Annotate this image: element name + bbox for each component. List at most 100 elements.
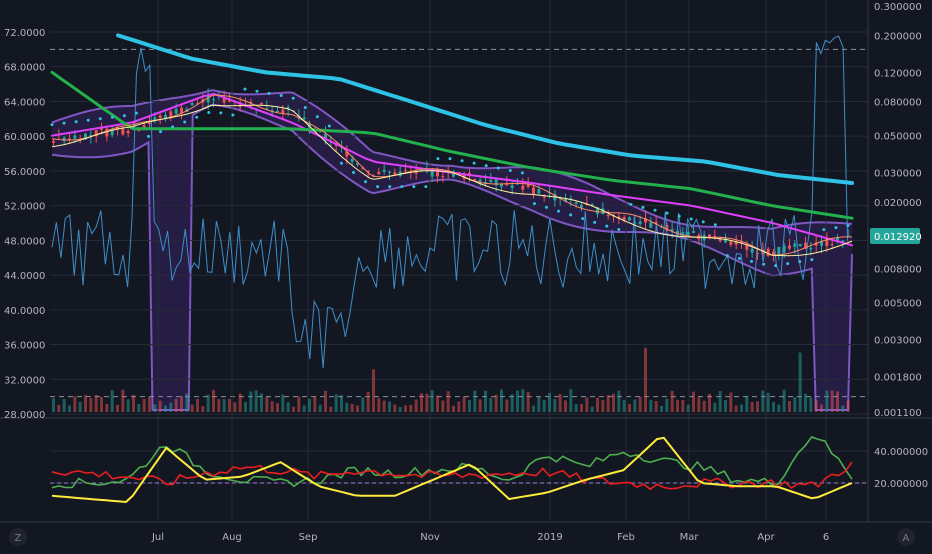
candle-body bbox=[350, 158, 354, 162]
candle-body bbox=[756, 253, 759, 255]
candle-body bbox=[164, 114, 167, 119]
volume-bar bbox=[596, 397, 599, 412]
volume-bar bbox=[569, 389, 573, 412]
volume-bar bbox=[740, 404, 743, 412]
volume-bar bbox=[638, 396, 642, 412]
volume-bar bbox=[132, 394, 135, 412]
volume-bar bbox=[601, 399, 605, 412]
volume-bar bbox=[788, 400, 791, 412]
candle-body bbox=[382, 169, 386, 172]
volume-bar bbox=[350, 403, 354, 412]
sar-dot bbox=[569, 213, 573, 217]
time-axis-tick-label: Mar bbox=[680, 532, 700, 543]
volume-bar bbox=[238, 393, 242, 412]
sar-dot bbox=[762, 262, 766, 266]
volume-bar bbox=[116, 404, 119, 412]
left-corner-icon[interactable]: Z bbox=[9, 528, 27, 546]
sar-dot bbox=[50, 123, 54, 127]
candle-body bbox=[345, 151, 349, 157]
candle-body bbox=[190, 102, 194, 106]
volume-bar bbox=[542, 399, 546, 412]
volume-bar bbox=[713, 402, 717, 412]
volume-bar bbox=[409, 405, 413, 412]
volume-bar bbox=[782, 389, 786, 412]
candle-body bbox=[500, 183, 503, 187]
volume-bar bbox=[804, 393, 807, 412]
right-axis-tick-label: 0.008000 bbox=[874, 264, 922, 275]
candle-body bbox=[542, 196, 546, 198]
time-axis-tick-label: Nov bbox=[420, 532, 440, 543]
candle-body bbox=[564, 197, 567, 202]
right-corner-icon[interactable]: A bbox=[897, 528, 915, 546]
candle-body bbox=[430, 170, 434, 177]
sar-dot bbox=[86, 118, 90, 122]
candle-body bbox=[388, 171, 391, 173]
volatility-line bbox=[51, 35, 849, 369]
volume-bar bbox=[185, 393, 189, 412]
volume-bar bbox=[52, 398, 55, 412]
sar-dot bbox=[243, 87, 247, 91]
volume-bar bbox=[494, 394, 498, 412]
volume-bar bbox=[94, 394, 98, 412]
volume-bar bbox=[718, 391, 722, 412]
volume-bar bbox=[462, 396, 466, 412]
volume-bar bbox=[270, 401, 274, 412]
volume-bar bbox=[164, 405, 167, 412]
candle-body bbox=[793, 243, 797, 247]
candle-body bbox=[649, 222, 653, 228]
candle-body bbox=[601, 208, 605, 215]
right-axis-tick-label: 0.020000 bbox=[874, 198, 922, 209]
sar-dot bbox=[255, 89, 259, 93]
candle-body bbox=[830, 244, 834, 246]
volume-bar bbox=[484, 390, 487, 412]
volume-bar bbox=[702, 400, 706, 412]
candle-body bbox=[302, 117, 306, 120]
volume-bar bbox=[249, 391, 253, 412]
sar-dot bbox=[508, 168, 512, 172]
volume-bar bbox=[478, 399, 482, 412]
sar-dot bbox=[460, 159, 464, 163]
sar-dot bbox=[376, 185, 380, 189]
sar-dot bbox=[412, 185, 416, 189]
current-price-tag: 0.012920 bbox=[870, 228, 922, 244]
candle-body bbox=[516, 183, 519, 185]
volume-bar bbox=[686, 404, 690, 412]
volume-bar bbox=[100, 396, 103, 412]
sar-dot bbox=[846, 224, 850, 228]
left-axis-tick-label: 48.0000 bbox=[4, 236, 45, 247]
sar-dot bbox=[448, 157, 452, 161]
volume-bar bbox=[548, 392, 551, 412]
volume-bar bbox=[489, 398, 493, 412]
left-axis-tick-label: 60.0000 bbox=[4, 132, 45, 143]
candle-body bbox=[814, 242, 818, 246]
volume-bar bbox=[473, 390, 477, 412]
candle-body bbox=[206, 94, 210, 103]
candle-body bbox=[142, 125, 146, 128]
sar-dot bbox=[822, 228, 826, 232]
indicator-lines bbox=[50, 33, 854, 369]
candle-body bbox=[628, 217, 631, 221]
volume-bar bbox=[57, 404, 61, 412]
sar-dot bbox=[713, 223, 717, 227]
volume-bar bbox=[158, 400, 162, 412]
candle-body bbox=[590, 204, 594, 206]
candle-body bbox=[116, 126, 119, 130]
volume-bar bbox=[334, 394, 338, 412]
sar-dot bbox=[641, 205, 645, 209]
volume-bar bbox=[633, 399, 637, 412]
sar-dot bbox=[146, 134, 150, 138]
sar-dot bbox=[484, 164, 488, 168]
sar-dot bbox=[339, 161, 343, 165]
volume-bar bbox=[206, 394, 210, 412]
oscillator-lines bbox=[51, 436, 853, 504]
volume-bar bbox=[516, 390, 519, 412]
volume-bar bbox=[564, 400, 567, 412]
volume-bar bbox=[313, 396, 317, 412]
candle-body bbox=[126, 130, 130, 134]
volume-bar bbox=[281, 394, 285, 412]
volume-bar bbox=[382, 400, 386, 412]
sar-dot bbox=[653, 208, 657, 212]
sar-dot bbox=[665, 211, 669, 215]
candle-body bbox=[761, 249, 765, 254]
